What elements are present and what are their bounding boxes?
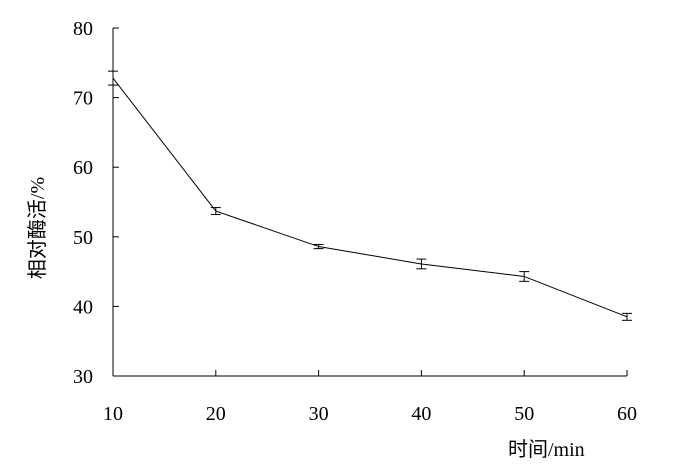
y-axis-title: 相对酶活/% [26,177,49,279]
y-tick-label: 50 [73,227,93,249]
y-tick-label: 60 [73,157,93,179]
data-point [210,207,221,216]
y-tick-label: 30 [73,366,93,388]
x-tick-label: 30 [309,403,329,425]
y-tick-label: 80 [73,18,93,40]
x-tick-label: 10 [103,403,123,425]
x-tick-label: 50 [514,403,534,425]
x-axis-title: 时间/min [508,438,585,461]
data-point [519,271,530,282]
data-point [313,243,324,250]
data-point [622,312,632,321]
axes [112,28,627,377]
x-tick-label: 60 [617,403,637,425]
x-axis-ticks: 10 20 30 40 50 60 [103,370,637,425]
y-tick-label: 40 [73,296,93,318]
x-tick-label: 20 [206,403,226,425]
series-line [112,77,628,318]
y-tick-label: 70 [73,88,93,110]
data-point [416,258,427,270]
y-axis-ticks: 30 40 50 60 70 80 [73,18,119,388]
series-group [108,70,632,321]
data-point [108,70,118,86]
x-tick-label: 40 [411,403,431,425]
